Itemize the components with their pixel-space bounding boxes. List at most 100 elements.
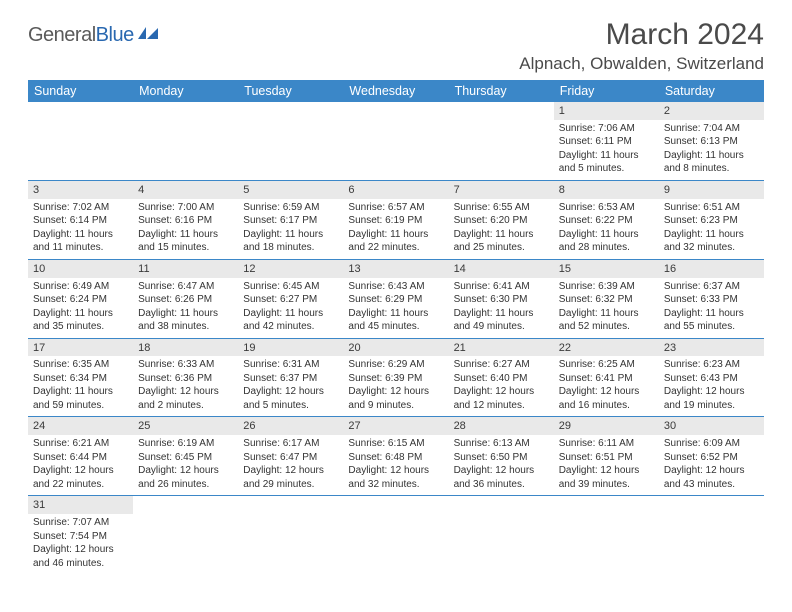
sunrise-line: Sunrise: 6:45 AM (243, 280, 338, 294)
sunrise-line: Sunrise: 7:04 AM (664, 122, 759, 136)
day-27-details: Sunrise: 6:15 AMSunset: 6:48 PMDaylight:… (343, 435, 448, 496)
daynum-5: 5 (238, 180, 343, 198)
day-6-details: Sunrise: 6:57 AMSunset: 6:19 PMDaylight:… (343, 199, 448, 260)
day-3-details: Sunrise: 7:02 AMSunset: 6:14 PMDaylight:… (28, 199, 133, 260)
day-2-details: Sunrise: 7:04 AMSunset: 6:13 PMDaylight:… (659, 120, 764, 181)
empty-cell (28, 120, 133, 181)
daylight-line: Daylight: 11 hours and 18 minutes. (243, 228, 338, 255)
empty-cell (238, 514, 343, 574)
sunrise-line: Sunrise: 7:06 AM (559, 122, 654, 136)
day-5-details: Sunrise: 6:59 AMSunset: 6:17 PMDaylight:… (238, 199, 343, 260)
daylight-line: Daylight: 12 hours and 39 minutes. (559, 464, 654, 491)
daylight-line: Daylight: 12 hours and 26 minutes. (138, 464, 233, 491)
empty-cell (659, 514, 764, 574)
sunset-line: Sunset: 6:52 PM (664, 451, 759, 465)
day-17-details: Sunrise: 6:35 AMSunset: 6:34 PMDaylight:… (28, 356, 133, 417)
daynum-4: 4 (133, 180, 238, 198)
sunset-line: Sunset: 6:24 PM (33, 293, 128, 307)
sunrise-line: Sunrise: 6:57 AM (348, 201, 443, 215)
daylight-line: Daylight: 12 hours and 29 minutes. (243, 464, 338, 491)
day-19-details: Sunrise: 6:31 AMSunset: 6:37 PMDaylight:… (238, 356, 343, 417)
daynum-31: 31 (28, 496, 133, 514)
day-21-details: Sunrise: 6:27 AMSunset: 6:40 PMDaylight:… (449, 356, 554, 417)
weekday-sunday: Sunday (28, 80, 133, 102)
daylight-line: Daylight: 11 hours and 35 minutes. (33, 307, 128, 334)
day-16-details: Sunrise: 6:37 AMSunset: 6:33 PMDaylight:… (659, 278, 764, 339)
daynum-23: 23 (659, 338, 764, 356)
empty-cell (238, 496, 343, 514)
daylight-line: Daylight: 12 hours and 2 minutes. (138, 385, 233, 412)
empty-cell (343, 120, 448, 181)
daynum-27: 27 (343, 417, 448, 435)
daynum-8: 8 (554, 180, 659, 198)
day-23-details: Sunrise: 6:23 AMSunset: 6:43 PMDaylight:… (659, 356, 764, 417)
day-12-details: Sunrise: 6:45 AMSunset: 6:27 PMDaylight:… (238, 278, 343, 339)
sunset-line: Sunset: 6:17 PM (243, 214, 338, 228)
empty-cell (238, 120, 343, 181)
daynum-10: 10 (28, 259, 133, 277)
empty-cell (133, 514, 238, 574)
sunrise-line: Sunrise: 6:17 AM (243, 437, 338, 451)
sunset-line: Sunset: 6:30 PM (454, 293, 549, 307)
day-11-details: Sunrise: 6:47 AMSunset: 6:26 PMDaylight:… (133, 278, 238, 339)
day-24-details: Sunrise: 6:21 AMSunset: 6:44 PMDaylight:… (28, 435, 133, 496)
header: GeneralBlue March 2024 Alpnach, Obwalden… (28, 18, 764, 74)
daylight-line: Daylight: 12 hours and 12 minutes. (454, 385, 549, 412)
daylight-line: Daylight: 11 hours and 49 minutes. (454, 307, 549, 334)
sunset-line: Sunset: 6:36 PM (138, 372, 233, 386)
weekday-wednesday: Wednesday (343, 80, 448, 102)
sunset-line: Sunset: 6:47 PM (243, 451, 338, 465)
sunset-line: Sunset: 6:32 PM (559, 293, 654, 307)
daynum-18: 18 (133, 338, 238, 356)
daylight-line: Daylight: 11 hours and 22 minutes. (348, 228, 443, 255)
sunset-line: Sunset: 6:13 PM (664, 135, 759, 149)
weekday-header-row: SundayMondayTuesdayWednesdayThursdayFrid… (28, 80, 764, 102)
logo-word-2: Blue (96, 24, 134, 46)
empty-cell (238, 102, 343, 120)
sunset-line: Sunset: 6:26 PM (138, 293, 233, 307)
sunset-line: Sunset: 6:19 PM (348, 214, 443, 228)
sunrise-line: Sunrise: 6:59 AM (243, 201, 338, 215)
daynum-21: 21 (449, 338, 554, 356)
daylight-line: Daylight: 11 hours and 59 minutes. (33, 385, 128, 412)
sunrise-line: Sunrise: 6:13 AM (454, 437, 549, 451)
daylight-line: Daylight: 11 hours and 38 minutes. (138, 307, 233, 334)
sunrise-line: Sunrise: 6:49 AM (33, 280, 128, 294)
logo-word-1: General (28, 24, 96, 46)
sunrise-line: Sunrise: 6:11 AM (559, 437, 654, 451)
sunset-line: Sunset: 6:43 PM (664, 372, 759, 386)
day-10-details: Sunrise: 6:49 AMSunset: 6:24 PMDaylight:… (28, 278, 133, 339)
daylight-line: Daylight: 11 hours and 42 minutes. (243, 307, 338, 334)
sunrise-line: Sunrise: 6:21 AM (33, 437, 128, 451)
sunrise-line: Sunrise: 6:23 AM (664, 358, 759, 372)
sunrise-line: Sunrise: 6:51 AM (664, 201, 759, 215)
daynum-15: 15 (554, 259, 659, 277)
logo-text: GeneralBlue (28, 24, 134, 47)
week-0-details: Sunrise: 7:06 AMSunset: 6:11 PMDaylight:… (28, 120, 764, 181)
empty-cell (554, 496, 659, 514)
daylight-line: Daylight: 12 hours and 32 minutes. (348, 464, 443, 491)
daylight-line: Daylight: 12 hours and 36 minutes. (454, 464, 549, 491)
sunrise-line: Sunrise: 7:07 AM (33, 516, 128, 530)
sunset-line: Sunset: 6:16 PM (138, 214, 233, 228)
sunrise-line: Sunrise: 6:47 AM (138, 280, 233, 294)
day-9-details: Sunrise: 6:51 AMSunset: 6:23 PMDaylight:… (659, 199, 764, 260)
daylight-line: Daylight: 11 hours and 5 minutes. (559, 149, 654, 176)
empty-cell (133, 120, 238, 181)
sunset-line: Sunset: 7:54 PM (33, 530, 128, 544)
daylight-line: Daylight: 12 hours and 9 minutes. (348, 385, 443, 412)
week-2-details: Sunrise: 6:49 AMSunset: 6:24 PMDaylight:… (28, 278, 764, 339)
week-2-daynums: 10111213141516 (28, 259, 764, 277)
daynum-26: 26 (238, 417, 343, 435)
title-block: March 2024 Alpnach, Obwalden, Switzerlan… (519, 18, 764, 74)
location: Alpnach, Obwalden, Switzerland (519, 54, 764, 74)
empty-cell (659, 496, 764, 514)
sunrise-line: Sunrise: 6:53 AM (559, 201, 654, 215)
sunrise-line: Sunrise: 6:29 AM (348, 358, 443, 372)
daynum-13: 13 (343, 259, 448, 277)
month-title: March 2024 (519, 18, 764, 52)
weekday-saturday: Saturday (659, 80, 764, 102)
day-14-details: Sunrise: 6:41 AMSunset: 6:30 PMDaylight:… (449, 278, 554, 339)
day-18-details: Sunrise: 6:33 AMSunset: 6:36 PMDaylight:… (133, 356, 238, 417)
day-28-details: Sunrise: 6:13 AMSunset: 6:50 PMDaylight:… (449, 435, 554, 496)
